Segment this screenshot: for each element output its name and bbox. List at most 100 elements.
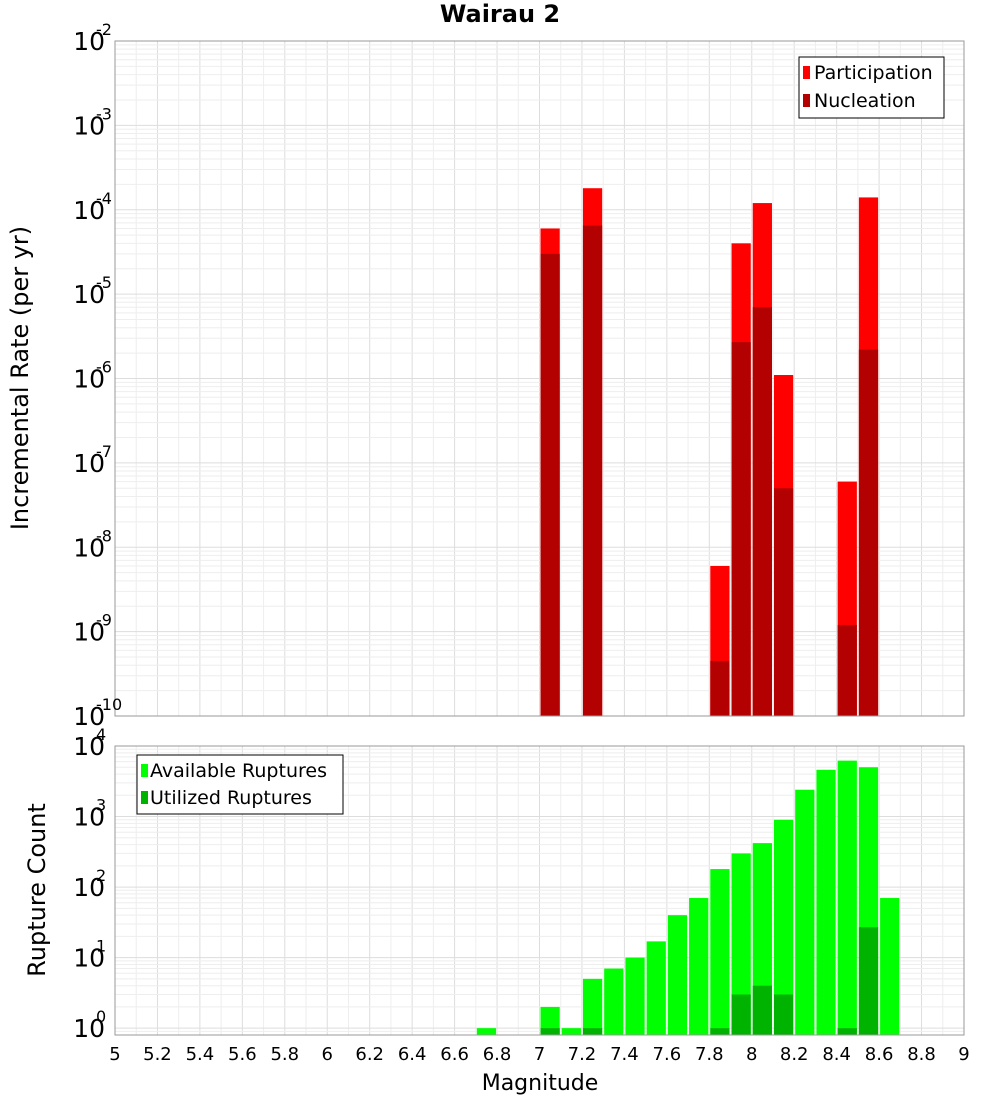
bottom-y-tick-label: 10 bbox=[73, 873, 105, 902]
bottom-y-tick-label: 10 bbox=[73, 1014, 105, 1043]
available-legend-swatch bbox=[141, 764, 148, 777]
bottom-y-tick-base: 10 bbox=[73, 944, 105, 973]
top-y-tick-exponent: -9 bbox=[96, 611, 112, 630]
top-y-tick-base: 10 bbox=[73, 702, 105, 731]
top-y-tick-exponent: -7 bbox=[96, 442, 112, 461]
utilized-legend-label: Utilized Ruptures bbox=[150, 787, 312, 809]
nucleation-bar bbox=[731, 342, 751, 716]
utilized-bar bbox=[858, 927, 879, 1035]
available-bar bbox=[816, 769, 836, 1035]
top-y-tick-exponent: -2 bbox=[96, 20, 112, 39]
utilized-bar bbox=[837, 1028, 857, 1035]
x-tick-label: 7.6 bbox=[653, 1044, 682, 1065]
top-y-tick-label: 10 bbox=[73, 702, 105, 731]
bottom-plot-frame bbox=[114, 745, 965, 1036]
bottom-legend-box bbox=[136, 754, 344, 815]
available-bar bbox=[773, 819, 794, 1035]
bottom-legend: Available Ruptures Utilized Ruptures bbox=[136, 754, 344, 815]
x-tick-label: 8 bbox=[746, 1044, 757, 1065]
bottom-y-tick-exponent: 0 bbox=[96, 1007, 106, 1026]
utilized-bar bbox=[731, 994, 751, 1035]
available-bar bbox=[689, 898, 709, 1035]
top-y-tick-base: 10 bbox=[73, 196, 105, 225]
participation-legend-swatch bbox=[803, 66, 810, 79]
top-y-tick-exponent: -8 bbox=[96, 526, 112, 545]
nucleation-bar bbox=[540, 253, 560, 716]
x-tick-label: 6 bbox=[322, 1044, 333, 1065]
x-tick-label: 5 bbox=[109, 1044, 120, 1065]
available-bar bbox=[625, 957, 645, 1035]
utilized-legend-swatch bbox=[141, 791, 148, 804]
x-tick-label: 6.2 bbox=[355, 1044, 384, 1065]
top-y-tick-base: 10 bbox=[73, 111, 105, 140]
top-legend-box bbox=[798, 56, 945, 119]
top-y-axis-label: Incremental Rate (per yr) bbox=[6, 226, 34, 530]
bottom-y-tick-label: 10 bbox=[73, 803, 105, 832]
available-bar bbox=[646, 941, 666, 1035]
top-y-tick-label: 10 bbox=[73, 618, 105, 647]
x-tick-label: 5.4 bbox=[186, 1044, 215, 1065]
top-y-tick-base: 10 bbox=[73, 365, 105, 394]
available-bar bbox=[540, 1006, 560, 1035]
utilized-bar bbox=[710, 1028, 730, 1035]
top-y-tick-base: 10 bbox=[73, 533, 105, 562]
available-legend-label: Available Ruptures bbox=[150, 760, 327, 782]
x-tick-label: 7.4 bbox=[610, 1044, 639, 1065]
top-y-tick-exponent: -3 bbox=[96, 104, 112, 123]
utilized-bar bbox=[773, 994, 794, 1035]
top-y-tick-label: 10 bbox=[73, 27, 105, 56]
available-bar bbox=[795, 789, 815, 1035]
x-tick-label: 7.8 bbox=[695, 1044, 724, 1065]
available-bar bbox=[667, 915, 688, 1035]
x-tick-label: 8.2 bbox=[780, 1044, 809, 1065]
top-y-tick-exponent: -4 bbox=[96, 189, 112, 208]
top-y-tick-label: 10 bbox=[73, 449, 105, 478]
nucleation-bar bbox=[710, 660, 730, 716]
available-bar bbox=[476, 1028, 497, 1035]
bottom-y-tick-exponent: 1 bbox=[96, 937, 106, 956]
x-tick-label: 6.6 bbox=[440, 1044, 469, 1065]
nucleation-bar bbox=[837, 624, 857, 716]
chart-title: Wairau 2 bbox=[440, 0, 560, 28]
x-tick-label: 8.8 bbox=[907, 1044, 936, 1065]
top-y-tick-exponent: -5 bbox=[96, 273, 112, 292]
top-bars bbox=[540, 188, 879, 717]
top-y-tick-label: 10 bbox=[73, 111, 105, 140]
top-y-tick-base: 10 bbox=[73, 27, 105, 56]
nucleation-bar bbox=[582, 225, 603, 716]
x-tick-label: 6.8 bbox=[483, 1044, 512, 1065]
available-bar bbox=[561, 1028, 581, 1035]
utilized-bar bbox=[582, 1028, 603, 1035]
x-tick-label: 9 bbox=[958, 1044, 969, 1065]
bottom-y-tick-exponent: 4 bbox=[96, 725, 106, 744]
x-tick-label: 6.4 bbox=[398, 1044, 427, 1065]
nucleation-bar bbox=[773, 488, 794, 716]
nucleation-bar bbox=[752, 307, 772, 716]
bottom-y-tick-base: 10 bbox=[73, 803, 105, 832]
x-tick-label: 5.6 bbox=[228, 1044, 257, 1065]
available-bar bbox=[731, 853, 751, 1035]
nucleation-legend-swatch bbox=[803, 94, 810, 107]
top-y-tick-base: 10 bbox=[73, 449, 105, 478]
bottom-bars bbox=[476, 760, 900, 1035]
top-y-tick-exponent: -6 bbox=[96, 358, 112, 377]
top-y-tick-label: 10 bbox=[73, 196, 105, 225]
top-y-tick-label: 10 bbox=[73, 533, 105, 562]
available-bar bbox=[582, 978, 603, 1035]
utilized-bar bbox=[540, 1028, 560, 1035]
x-tick-label: 5.2 bbox=[143, 1044, 172, 1065]
available-bar bbox=[604, 968, 624, 1035]
utilized-bar bbox=[752, 985, 772, 1035]
bottom-y-tick-label: 10 bbox=[73, 944, 105, 973]
bottom-y-tick-exponent: 3 bbox=[96, 796, 106, 815]
x-tick-label: 5.8 bbox=[270, 1044, 299, 1065]
top-grid bbox=[114, 40, 965, 717]
x-tick-labels: 5 5.2 5.4 5.6 5.8 6 6.2 6.4 6.6 6.8 7 7.2 7.4 7.6 7.8 8… bbox=[109, 1044, 969, 1065]
x-tick-label: 7.2 bbox=[568, 1044, 597, 1065]
x-tick-label: 8.6 bbox=[865, 1044, 894, 1065]
available-bar bbox=[837, 760, 857, 1035]
top-y-tick-label: 10 bbox=[73, 365, 105, 394]
available-bar bbox=[710, 869, 730, 1035]
bottom-y-tick-base: 10 bbox=[73, 873, 105, 902]
